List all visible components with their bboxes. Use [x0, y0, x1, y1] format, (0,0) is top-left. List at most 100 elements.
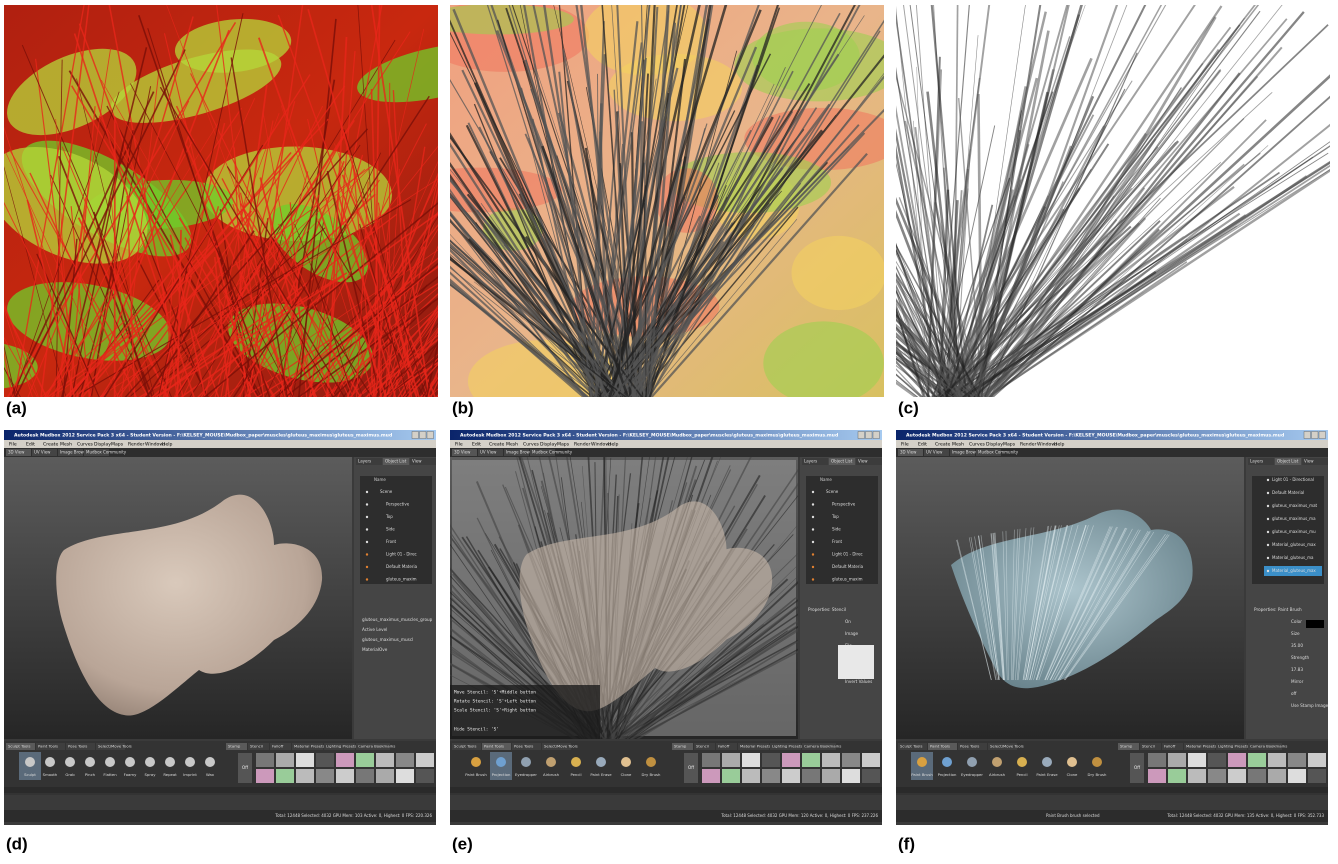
- property: Strength: [1291, 655, 1309, 660]
- view-tab-label: Mudbox Community: [86, 450, 127, 455]
- view-tab-label: Mudbox Community: [532, 450, 573, 455]
- object-name: Top: [385, 514, 393, 519]
- object-name: Front: [386, 539, 397, 544]
- tool-icon: [1092, 757, 1102, 767]
- tool-label: Paint Brush: [911, 772, 933, 777]
- stamp-thumbnail: [1288, 769, 1306, 783]
- menu-item: File: [901, 442, 909, 448]
- tray-tab-label: Stamp: [1120, 744, 1133, 749]
- tool-label: Repeat: [163, 772, 177, 777]
- stamp-thumbnail: [1308, 769, 1326, 783]
- side-tab-label: Layers: [804, 459, 817, 464]
- stamp-thumbnail: [742, 769, 760, 783]
- tray-tab-label: Lighting Presets: [1218, 744, 1248, 749]
- tray-tab-label: Camera Bookmarks: [1250, 744, 1287, 749]
- side-tab-label: Object List: [1277, 459, 1299, 464]
- tool-tab-label: Select/Move Tools: [98, 744, 132, 749]
- tool-icon: [917, 757, 927, 767]
- stamp-thumbnail: [416, 753, 434, 767]
- tray-tab-label: Lighting Presets: [326, 744, 356, 749]
- tray-tab-label: Stencil: [250, 744, 263, 749]
- property: gluteus_maximus_muscl: [362, 637, 413, 642]
- stamp-thumbnail: [1148, 753, 1166, 767]
- panel-label: (c): [898, 398, 919, 417]
- list-bullet: [812, 578, 814, 580]
- side-tab-label: View: [1304, 459, 1314, 464]
- tool-icon: [125, 757, 135, 767]
- tool-icon: [496, 757, 506, 767]
- tool-label: Foamy: [124, 772, 137, 777]
- view-tab-label: UV View: [926, 450, 943, 455]
- stamp-thumbnail: [1248, 769, 1266, 783]
- menu-item: File: [455, 442, 463, 448]
- tool-label: Imprint: [183, 772, 197, 777]
- stamp-thumbnail: [702, 753, 720, 767]
- object-name: Light 01 - Direc: [386, 552, 417, 557]
- menu-item: Help: [162, 442, 173, 448]
- property: Properties: Stencil: [808, 607, 846, 612]
- stamp-thumbnail: [762, 753, 780, 767]
- status-text: Total: 12448 Selected: 4032 GPU Mem: 103…: [274, 813, 432, 818]
- window-button: [866, 432, 873, 439]
- stamp-thumbnail: [336, 769, 354, 783]
- stamp-thumbnail: [1248, 753, 1266, 767]
- stencil-help-line: Move Stencil: 'S'+Middle button: [454, 690, 536, 696]
- list-bullet: [366, 553, 368, 555]
- tool-label: Eyedropper: [515, 772, 537, 777]
- property: Use Stamp Image: [1291, 703, 1329, 708]
- stamp-thumbnail: [842, 769, 860, 783]
- stamp-thumbnail: [722, 753, 740, 767]
- window-button: [1312, 432, 1319, 439]
- tool-tab-label: Sculpt Tools: [454, 744, 476, 749]
- tool-label: Flatten: [103, 772, 117, 777]
- viewport: [896, 457, 1244, 739]
- list-bullet: [1267, 479, 1269, 481]
- tool-icon: [25, 757, 35, 767]
- tool-label: Paint Erase: [590, 772, 612, 777]
- stamp-thumbnail: [842, 753, 860, 767]
- stamp-thumbnail: [1228, 769, 1246, 783]
- property: MaterialOve: [362, 647, 388, 652]
- side-tab-label: Layers: [1250, 459, 1263, 464]
- menu-item: Render: [574, 442, 590, 448]
- viewport: [4, 457, 352, 739]
- tool-icon: [621, 757, 631, 767]
- stamp-thumbnail: [802, 753, 820, 767]
- menu-item: Display: [986, 442, 1003, 448]
- stamp-thumbnail: [722, 769, 740, 783]
- property: On: [845, 619, 851, 624]
- list-bullet: [812, 553, 814, 555]
- tray-off: Off: [242, 765, 248, 770]
- status-text: Total: 12448 Selected: 4032 GPU Mem: 135…: [1166, 813, 1324, 818]
- window-button: [873, 432, 880, 439]
- stamp-thumbnail: [1188, 753, 1206, 767]
- stencil-help-line: Rotate Stencil: 'S'+Left button: [454, 699, 536, 705]
- stamp-thumbnail: [356, 753, 374, 767]
- window-button: [412, 432, 419, 439]
- tray-tab-label: Material Presets: [294, 744, 324, 749]
- view-tab-label: 3D View: [8, 450, 25, 455]
- tool-tab-label: Select/Move Tools: [990, 744, 1024, 749]
- side-tab-label: Layers: [358, 459, 371, 464]
- stamp-thumbnail: [822, 769, 840, 783]
- list-bullet: [812, 516, 814, 518]
- tool-icon: [471, 757, 481, 767]
- tray-tab-label: Stamp: [228, 744, 241, 749]
- tool-label: Paint Brush: [465, 772, 487, 777]
- list-bullet: [812, 528, 814, 530]
- stamp-thumbnail: [396, 769, 414, 783]
- menu-item: Create: [489, 442, 504, 448]
- tool-icon: [992, 757, 1002, 767]
- menu-item: Display: [94, 442, 111, 448]
- tool-label: Sculpt: [24, 772, 36, 777]
- tool-icon: [165, 757, 175, 767]
- object-name: Front: [832, 539, 843, 544]
- object-name: Perspective: [386, 502, 410, 507]
- object-name: Default Material: [1272, 490, 1304, 495]
- property: Active Level: [362, 627, 387, 632]
- tool-label: Airbrush: [989, 772, 1006, 777]
- list-bullet: [1267, 557, 1269, 559]
- color-patch: [763, 321, 884, 405]
- menu-item: Create: [935, 442, 950, 448]
